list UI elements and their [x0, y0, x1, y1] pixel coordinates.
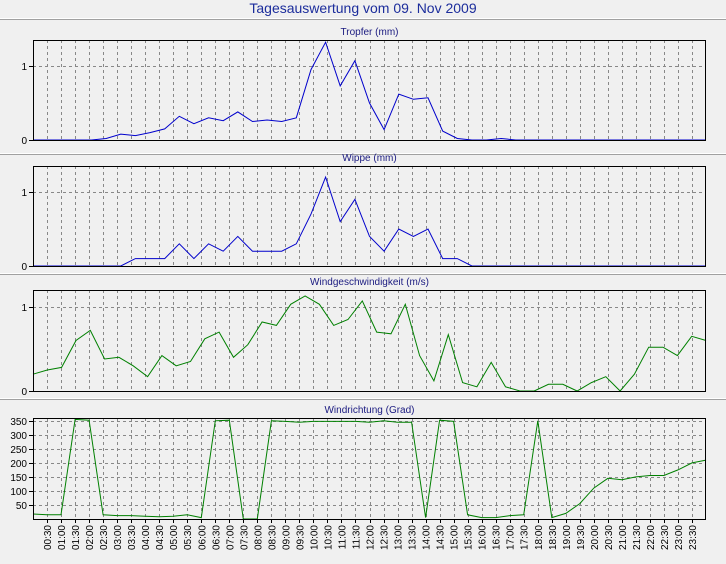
- x-tick-label: 01:30: [71, 525, 82, 550]
- x-tick-label: 00:30: [43, 525, 54, 550]
- x-tick-label: 23:30: [688, 525, 699, 550]
- x-tick-label: 05:30: [183, 525, 194, 550]
- x-tick-label: 19:00: [562, 525, 573, 550]
- panel-title: Windrichtung (Grad): [324, 405, 414, 416]
- x-tick-label: 17:00: [506, 525, 517, 550]
- panel-title: Windgeschwindigkeit (m/s): [310, 277, 429, 288]
- chart-panel-4: Windrichtung (Grad) 50 100 150 200 250 300 350: [0, 398, 726, 520]
- x-tick-label: 18:30: [548, 525, 559, 550]
- x-tick-label: 14:00: [422, 525, 433, 550]
- y-tick-label: 250: [10, 445, 27, 456]
- x-tick-label: 13:00: [394, 525, 405, 550]
- x-tick-label: 15:30: [464, 525, 475, 550]
- x-tick-label: 11:00: [338, 525, 349, 550]
- chart-panel-2: Wippe (mm) 0 1: [0, 153, 726, 273]
- x-tick-label: 15:00: [450, 525, 461, 550]
- y-tick-label: 50: [16, 501, 28, 512]
- y-tick-label: 1: [21, 62, 27, 73]
- x-tick-label: 16:00: [478, 525, 489, 550]
- x-tick-label: 20:30: [604, 525, 615, 550]
- y-tick-label: 0: [21, 262, 27, 273]
- x-tick-label: 07:30: [239, 525, 250, 550]
- y-tick-label: 100: [10, 487, 27, 498]
- x-tick-label: 20:00: [590, 525, 601, 550]
- x-tick-label: 13:30: [408, 525, 419, 550]
- x-tick-label: 06:30: [211, 525, 222, 550]
- x-tick-label: 08:30: [267, 525, 278, 550]
- y-tick-label: 200: [10, 459, 27, 470]
- x-tick-label: 07:00: [225, 525, 236, 550]
- x-tick-label: 10:00: [309, 525, 320, 550]
- x-tick-label: 12:00: [366, 525, 377, 550]
- y-tick-label: 350: [10, 417, 27, 428]
- x-tick-label: 09:30: [295, 525, 306, 550]
- x-tick-label: 02:00: [85, 525, 96, 550]
- x-tick-label: 21:00: [618, 525, 629, 550]
- x-tick-label: 08:00: [253, 525, 264, 550]
- x-tick-label: 19:30: [576, 525, 587, 550]
- chart-panel-1: Tropfer (mm) 0 1: [0, 18, 726, 147]
- x-tick-label: 23:00: [674, 525, 685, 550]
- plot-frame: [33, 166, 706, 267]
- panel-title: Wippe (mm): [342, 153, 396, 164]
- x-tick-label: 09:00: [281, 525, 292, 550]
- y-tick-label: 300: [10, 431, 27, 442]
- x-tick-label: 05:00: [169, 525, 180, 550]
- x-tick-label: 22:00: [646, 525, 657, 550]
- x-tick-label: 12:30: [380, 525, 391, 550]
- y-tick-label: 1: [21, 188, 27, 199]
- y-tick-label: 0: [21, 136, 27, 147]
- series-line: [32, 295, 707, 392]
- x-tick-label: 22:30: [660, 525, 671, 550]
- x-tick-label: 14:30: [436, 525, 447, 550]
- x-tick-label: 01:00: [57, 525, 68, 550]
- x-tick-label: 03:00: [113, 525, 124, 550]
- plot-frame: [33, 40, 706, 141]
- x-tick-label: 11:30: [352, 525, 363, 550]
- x-tick-label: 10:30: [323, 525, 334, 550]
- chart-panel-3: Windgeschwindigkeit (m/s) 0 1: [0, 273, 726, 398]
- x-tick-label: 04:30: [155, 525, 166, 550]
- x-tick-label: 17:30: [520, 525, 531, 550]
- x-axis: 00:30 01:00 01:30 02:00 02:30 03:00 03:30 04:00…: [43, 519, 699, 550]
- plot-frame: [33, 290, 706, 392]
- plot-frame: [33, 418, 706, 520]
- x-tick-label: 04:00: [141, 525, 152, 550]
- page-title: Tagesauswertung vom 09. Nov 2009: [249, 0, 477, 16]
- x-tick-label: 03:30: [127, 525, 138, 550]
- y-tick-label: 1: [21, 303, 27, 314]
- series-line: [33, 40, 706, 141]
- series-line: [32, 418, 707, 520]
- x-tick-label: 02:30: [99, 525, 110, 550]
- panel-title: Tropfer (mm): [341, 27, 399, 38]
- x-tick-label: 18:00: [534, 525, 545, 550]
- x-tick-label: 16:30: [492, 525, 503, 550]
- x-tick-label: 21:30: [632, 525, 643, 550]
- series-line: [33, 175, 706, 267]
- y-tick-label: 150: [10, 473, 27, 484]
- x-tick-label: 06:00: [197, 525, 208, 550]
- y-tick-label: 0: [21, 387, 27, 398]
